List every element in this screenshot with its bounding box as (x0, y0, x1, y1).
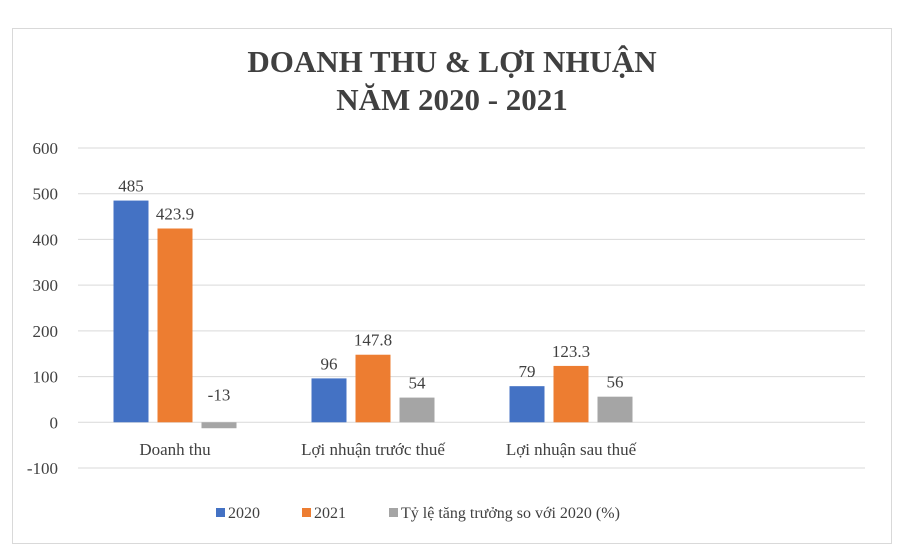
legend-label: Tỷ lệ tăng trưởng so với 2020 (%) (401, 505, 620, 522)
data-labels: 485 96 79 423.9 147.8 123.3 -13 54 56 (118, 177, 623, 405)
data-label: 54 (409, 374, 427, 393)
bar (311, 378, 347, 423)
bar (509, 386, 545, 423)
y-tick-label: 400 (33, 230, 59, 249)
category-labels: Doanh thu Lợi nhuận trước thuế Lợi nhuận s… (139, 440, 636, 459)
y-tick-label: 500 (33, 185, 59, 204)
bar (113, 200, 149, 423)
y-tick-label: 0 (50, 413, 59, 432)
y-tick-label: 600 (33, 139, 59, 158)
legend: 2020 2021 Tỷ lệ tăng trưởng so với 2020 (%… (216, 505, 620, 522)
data-label: 79 (519, 362, 536, 381)
y-tick-label: -100 (27, 459, 58, 478)
bar (201, 422, 237, 429)
chart-title-line-1: DOANH THU & LỢI NHUẬN (247, 44, 656, 79)
bar (553, 365, 589, 423)
y-axis-ticks: 600 500 400 300 200 100 0 -100 (27, 139, 58, 478)
category-label: Lợi nhuận trước thuế (301, 440, 445, 459)
data-label: 96 (321, 354, 338, 373)
data-label: 423.9 (156, 205, 194, 224)
data-label: 56 (607, 373, 624, 392)
data-label: 485 (118, 177, 144, 196)
bars (113, 200, 633, 429)
bar (355, 354, 391, 423)
bar (157, 228, 193, 423)
bar (399, 397, 435, 423)
y-tick-label: 300 (33, 276, 59, 295)
data-label: 123.3 (552, 342, 590, 361)
category-label: Lợi nhuận sau thuế (506, 440, 637, 459)
legend-swatch (389, 508, 398, 517)
data-label: 147.8 (354, 331, 392, 350)
y-tick-label: 200 (33, 322, 59, 341)
y-tick-label: 100 (33, 368, 59, 387)
category-label: Doanh thu (139, 440, 211, 459)
gridlines (78, 147, 865, 469)
legend-label: 2021 (314, 505, 346, 522)
data-label: -13 (208, 385, 231, 404)
bar (597, 396, 633, 423)
legend-label: 2020 (228, 505, 260, 522)
legend-swatch (216, 508, 225, 517)
chart-title-line-2: NĂM 2020 - 2021 (336, 82, 568, 117)
legend-swatch (302, 508, 311, 517)
